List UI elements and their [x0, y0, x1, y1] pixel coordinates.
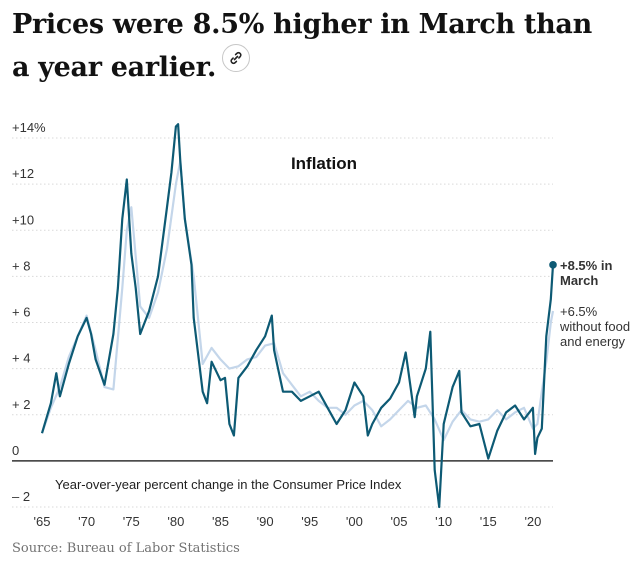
headline: Prices were 8.5% higher in March than a …	[12, 6, 612, 87]
y-tick-label: +10	[12, 212, 34, 227]
y-tick-label: + 2	[12, 397, 30, 412]
headline-annotation: +8.5% in March	[560, 258, 612, 288]
annotation-line: and energy	[560, 334, 626, 349]
x-tick-label: '10	[435, 514, 452, 529]
headline-text: Prices were 8.5% higher in March than a …	[12, 9, 592, 83]
x-tick-label: '65	[34, 514, 51, 529]
x-tick-label: '80	[167, 514, 184, 529]
y-tick-label: + 4	[12, 351, 30, 366]
latest-value-dot	[549, 261, 557, 269]
x-tick-label: '75	[123, 514, 140, 529]
chart-subtitle: Year-over-year percent change in the Con…	[55, 477, 402, 492]
y-tick-label: + 8	[12, 258, 30, 273]
series-lines	[40, 123, 555, 509]
x-tick-label: '20	[524, 514, 541, 529]
headline-series-line	[40, 123, 555, 509]
x-tick-label: '00	[346, 514, 363, 529]
y-tick-label: + 6	[12, 305, 30, 320]
annotation-line: March	[560, 273, 598, 288]
subtitle-background	[44, 472, 394, 494]
x-tick-label: '95	[301, 514, 318, 529]
end-annotations: +8.5% in March +6.5% without food and energy	[549, 258, 630, 349]
x-tick-label: '05	[391, 514, 408, 529]
y-tick-label: +12	[12, 166, 34, 181]
source-note: Source: Bureau of Labor Statistics	[12, 541, 240, 556]
annotation-line: +8.5% in	[560, 258, 612, 273]
axis-ticks: +14% +12 +10 + 8 + 6 + 4 + 2 0 – 2 '65 '70 '75 '80 '8…	[12, 120, 541, 529]
x-tick-label: '85	[212, 514, 229, 529]
gridlines	[12, 137, 553, 508]
annotation-line: +6.5%	[560, 304, 598, 319]
chart-title: Inflation	[291, 154, 357, 173]
core-series-line	[40, 160, 555, 442]
y-tick-label: – 2	[12, 489, 30, 504]
y-tick-label: 0	[12, 443, 19, 458]
link-icon[interactable]	[222, 44, 251, 72]
x-tick-label: '15	[480, 514, 497, 529]
core-annotation: +6.5% without food and energy	[559, 304, 630, 349]
annotation-line: without food	[559, 319, 630, 334]
x-tick-label: '90	[257, 514, 274, 529]
y-tick-label: +14%	[12, 120, 46, 135]
x-tick-label: '70	[78, 514, 95, 529]
